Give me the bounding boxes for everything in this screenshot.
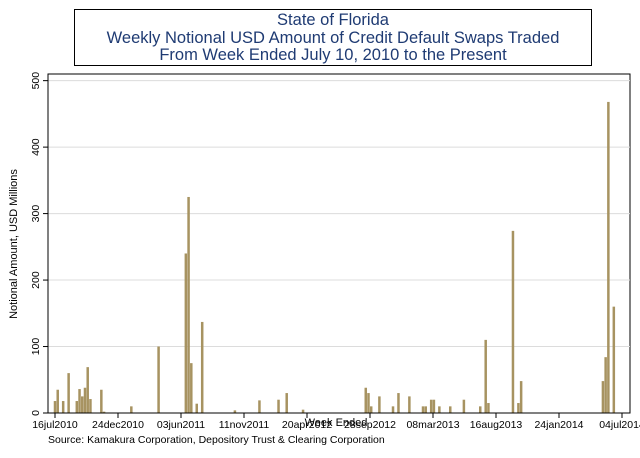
y-axis-ticks: 0 100 200 300 400 500 [30, 72, 48, 416]
y-tick-label: 100 [30, 338, 42, 356]
x-tick-label: 04jul2014 [599, 419, 640, 431]
bar [408, 396, 411, 413]
x-tick-label: 16jul2010 [32, 419, 78, 431]
x-tick-label: 24jan2014 [534, 419, 583, 431]
x-tick-label: 20apr2012 [282, 419, 332, 431]
y-tick-label: 0 [30, 410, 42, 416]
bar [53, 401, 57, 413]
bar [438, 406, 441, 413]
bar [61, 401, 65, 413]
chart-title-box: State of Florida Weekly Notional USD Amo… [74, 9, 592, 66]
bar [200, 321, 204, 413]
bar [67, 373, 70, 413]
bar [78, 389, 81, 413]
bar [75, 401, 79, 413]
plot-area [47, 73, 631, 414]
chart-subtitle-line-2: From Week Ended July 10, 2010 to the Pre… [159, 46, 507, 64]
bar [102, 411, 106, 413]
y-axis-label: Notional Amount, USD Millions [8, 169, 20, 319]
bar [601, 381, 605, 413]
bar [487, 403, 490, 413]
bar [56, 389, 59, 413]
bar [100, 389, 103, 413]
x-tick-label: 24dec2010 [92, 419, 144, 431]
bar [378, 396, 381, 413]
bar [81, 396, 84, 413]
bar [462, 399, 466, 413]
bar [86, 367, 89, 413]
bar [391, 406, 395, 413]
source-note: Source: Kamakura Corporation, Depository… [48, 434, 385, 446]
bar [83, 387, 87, 413]
bar [130, 406, 133, 413]
bar [484, 339, 487, 413]
x-tick-label: 11nov2011 [219, 419, 270, 431]
bar [449, 406, 452, 413]
x-axis-ticks: 16jul2010 24dec2010 03jun2011 11nov2011 20ap… [32, 413, 640, 431]
bar [397, 393, 400, 413]
bar [277, 399, 280, 413]
bar [421, 406, 425, 413]
chart-subtitle-line-1: Weekly Notional USD Amount of Credit Def… [106, 28, 560, 47]
bar [479, 406, 482, 413]
bar [429, 399, 433, 413]
bar [369, 406, 373, 413]
bar [432, 399, 436, 413]
bar [89, 399, 92, 413]
bar [195, 403, 198, 413]
x-axis-label: Week Ended [305, 417, 368, 429]
y-tick-label: 500 [30, 72, 42, 90]
bar [367, 393, 370, 413]
bar [612, 306, 616, 413]
bar [424, 406, 427, 413]
y-tick-label: 200 [30, 271, 42, 289]
bar [187, 196, 190, 413]
y-tick-label: 300 [30, 205, 42, 223]
bar [607, 101, 610, 413]
bar [604, 357, 607, 413]
bar [233, 410, 237, 413]
bar [511, 230, 515, 413]
x-tick-label: 16aug2013 [470, 419, 523, 431]
x-tick-label: 03jun2011 [157, 419, 205, 431]
bar [184, 253, 188, 413]
bar [157, 346, 160, 413]
bar [301, 409, 305, 413]
bar [285, 393, 288, 413]
bar [190, 363, 193, 413]
x-tick-label: 08mar2013 [406, 419, 459, 431]
y-tick-label: 400 [30, 138, 42, 156]
bar [519, 381, 523, 413]
chart-title: State of Florida [277, 11, 389, 29]
bar [517, 403, 520, 413]
bar [364, 387, 368, 413]
bars [53, 101, 616, 413]
x-tick-label: 28sep2012 [344, 419, 396, 431]
bar [258, 400, 261, 413]
